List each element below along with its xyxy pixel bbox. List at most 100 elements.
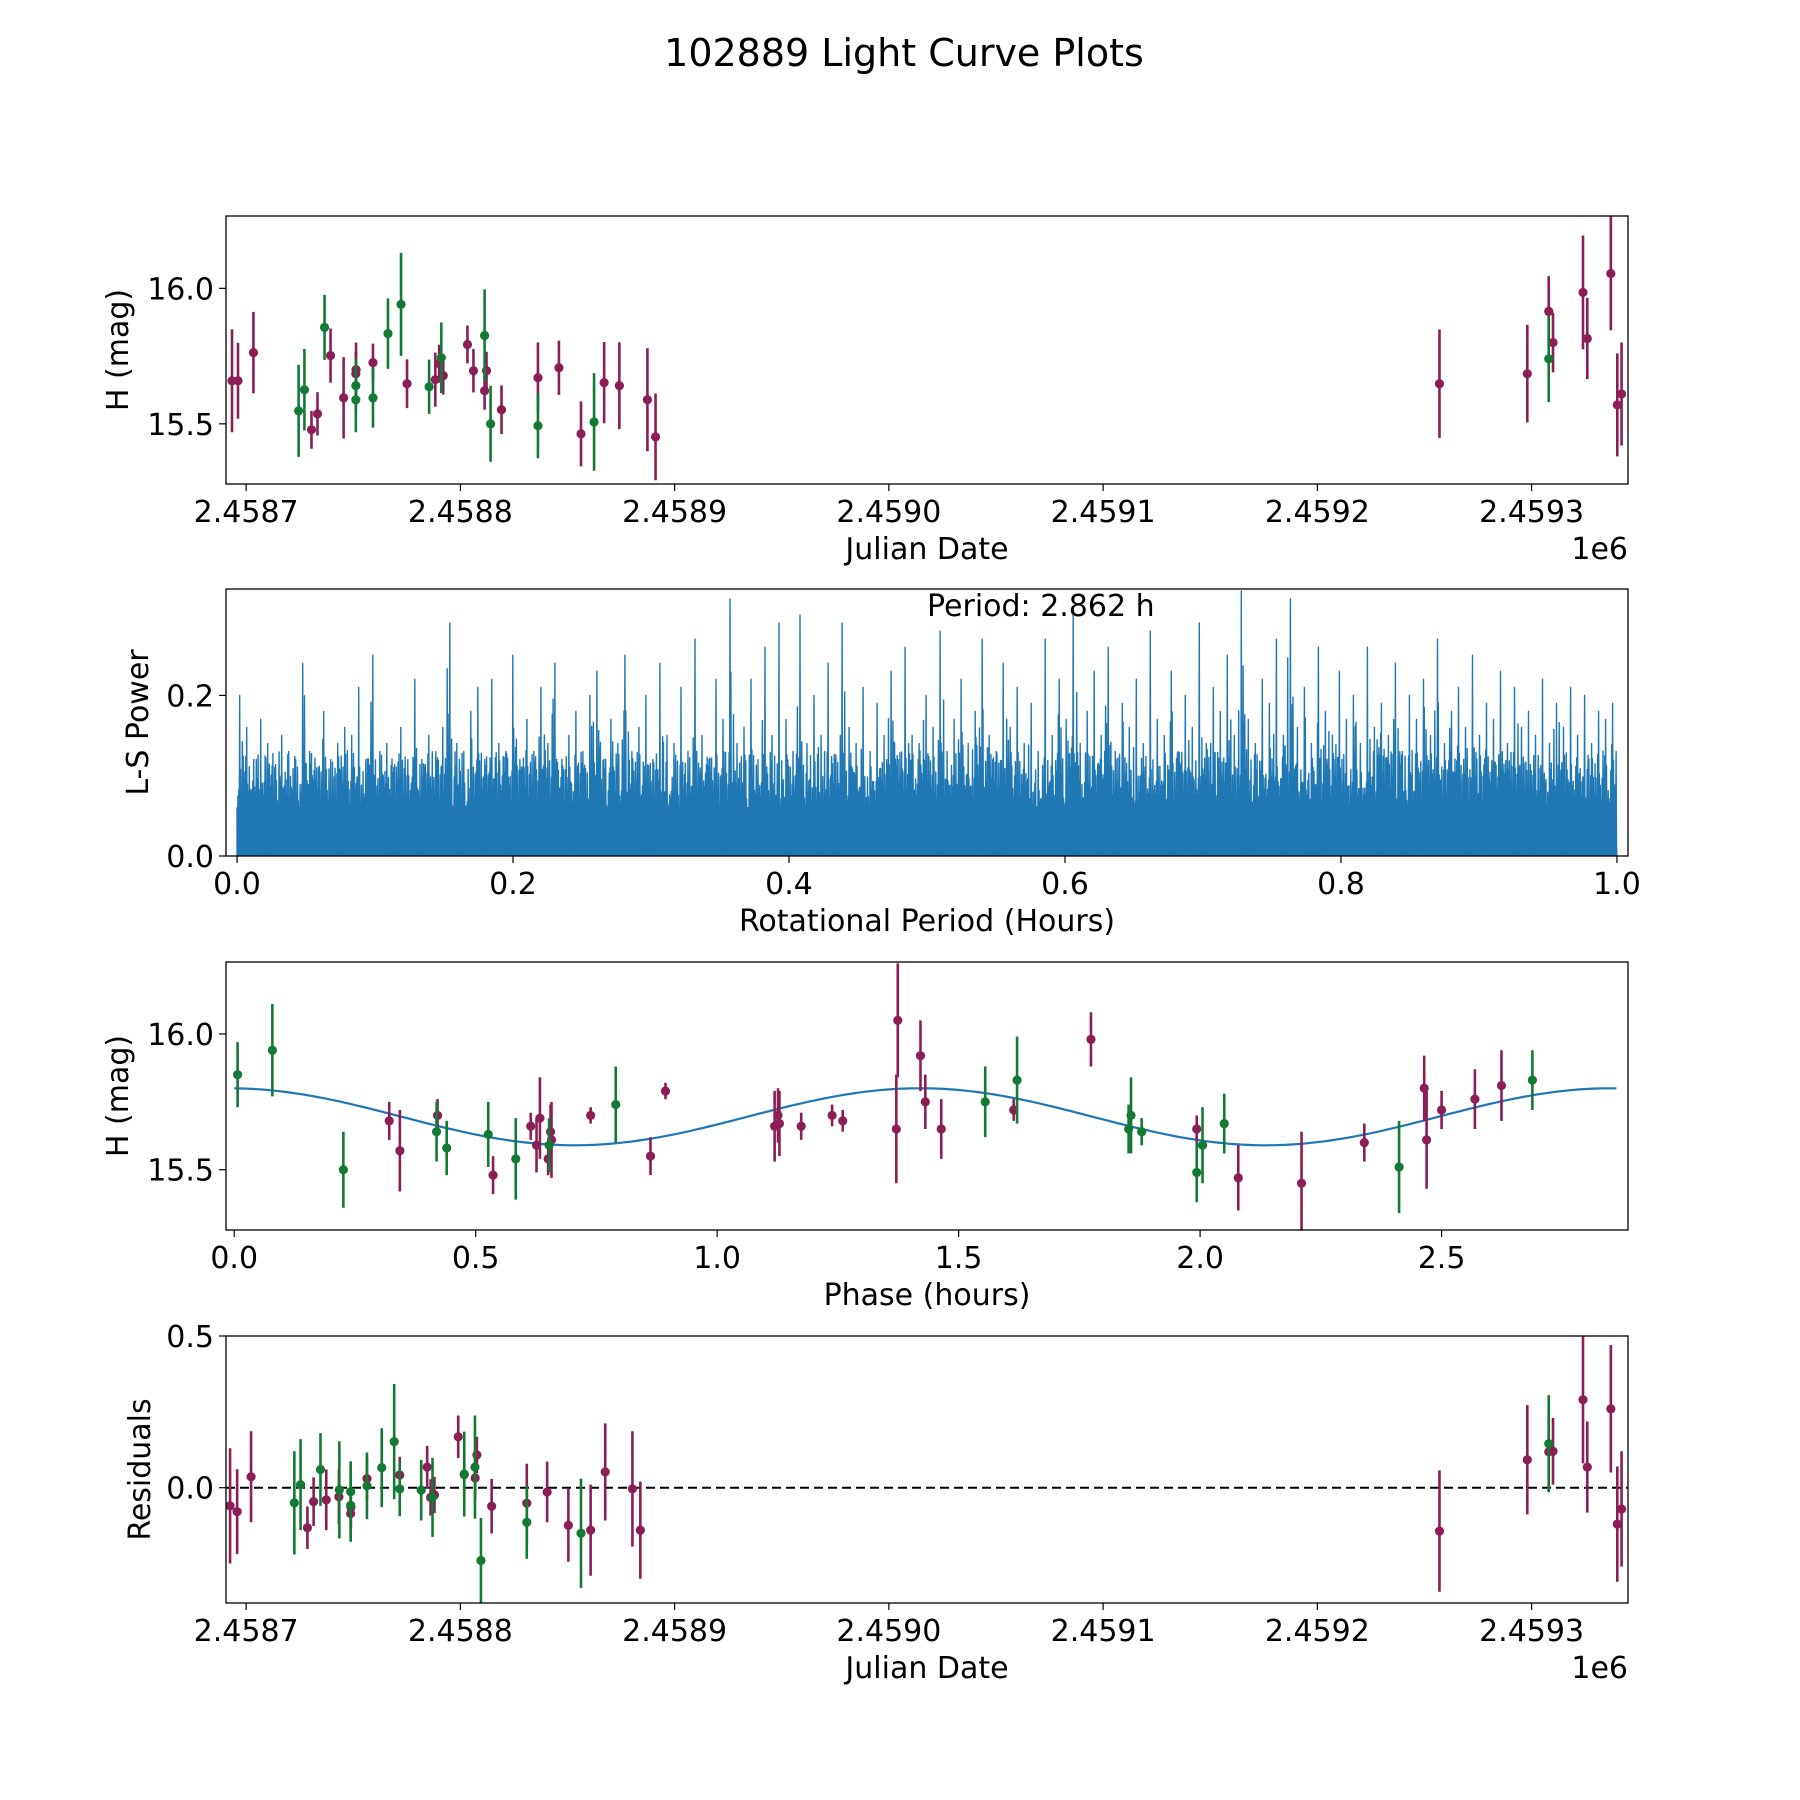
data-point — [1394, 1120, 1404, 1214]
data-point — [1086, 1012, 1096, 1067]
data-point — [544, 1118, 554, 1173]
data-point — [563, 1488, 573, 1562]
x-axis-label: Phase (hours) — [824, 1278, 1031, 1313]
marker — [1137, 1127, 1147, 1137]
marker — [773, 1110, 783, 1121]
marker — [980, 1097, 990, 1107]
data-point — [1192, 1115, 1202, 1143]
marker — [321, 1495, 331, 1505]
data-point — [511, 1118, 521, 1200]
data-point — [1197, 1107, 1208, 1184]
x-tick-label: 2.5 — [1418, 1241, 1466, 1276]
x-tick-label: 1.0 — [1593, 867, 1641, 902]
marker — [442, 1143, 452, 1153]
data-point — [309, 1477, 319, 1526]
series-filter-b — [232, 1004, 1537, 1214]
x-tick-label: 2.0 — [1176, 1241, 1224, 1276]
x-tick-label: 2.4589 — [622, 495, 727, 530]
marker — [1197, 1140, 1208, 1150]
x-tick-label: 2.4592 — [1265, 495, 1370, 530]
marker — [496, 405, 507, 415]
marker — [1419, 1083, 1429, 1093]
data-point — [526, 1112, 536, 1140]
data-point — [1422, 1090, 1432, 1189]
data-point — [232, 1469, 242, 1555]
plot-area — [227, 216, 1627, 481]
marker — [891, 1124, 901, 1134]
marker — [533, 373, 543, 383]
x-offset-label: 1e6 — [1571, 1651, 1628, 1686]
marker — [232, 1507, 242, 1517]
residuals-plot: 2.4587 2.4588 2.4589 2.4590 2.4591 2.4592 2.45… — [123, 1320, 1629, 1686]
data-point — [611, 1066, 621, 1143]
marker — [1470, 1094, 1480, 1104]
x-tick-label: 2.4590 — [836, 1614, 941, 1649]
data-point — [614, 342, 624, 429]
marker — [462, 339, 473, 350]
marker — [1086, 1034, 1096, 1044]
data-point — [1527, 1050, 1537, 1110]
x-tick-label: 2.4587 — [194, 495, 299, 530]
marker — [635, 1525, 645, 1535]
marker — [226, 1501, 235, 1511]
marker — [362, 1481, 372, 1491]
marker — [796, 1121, 806, 1131]
marker — [522, 1517, 532, 1527]
series-filter-b — [289, 1383, 1554, 1603]
data-point — [402, 359, 412, 409]
data-point — [1612, 1466, 1622, 1582]
data-point — [1612, 353, 1622, 457]
x-tick-label: 1.5 — [935, 1241, 983, 1276]
data-point — [1359, 1123, 1369, 1162]
marker — [1233, 1173, 1243, 1183]
marker — [511, 1154, 521, 1164]
data-point — [645, 1137, 656, 1176]
marker — [650, 432, 661, 442]
marker — [533, 421, 543, 431]
data-point — [338, 1131, 348, 1208]
data-point — [554, 340, 564, 395]
data-point — [476, 1518, 486, 1603]
data-point — [325, 328, 336, 383]
data-point — [226, 1448, 235, 1564]
marker — [1434, 379, 1445, 389]
axes-frame — [225, 1335, 1629, 1604]
marker — [485, 419, 496, 429]
marker — [642, 395, 653, 405]
data-point — [936, 1099, 946, 1159]
y-axis-label: L-S Power — [121, 649, 156, 796]
data-point — [1548, 312, 1558, 373]
marker — [1544, 354, 1554, 364]
x-tick-label: 0.0 — [213, 867, 261, 902]
data-point — [1544, 1395, 1554, 1493]
data-point — [436, 322, 446, 393]
axes-frame — [225, 961, 1629, 1231]
data-point — [599, 342, 609, 424]
data-point — [483, 1101, 493, 1168]
data-point — [1012, 1036, 1022, 1124]
marker — [1496, 1080, 1507, 1091]
data-point — [660, 1082, 671, 1100]
data-point — [233, 342, 243, 419]
data-point — [1582, 1421, 1592, 1513]
data-point — [334, 1441, 344, 1539]
data-point — [416, 1459, 426, 1521]
data-point — [1436, 1090, 1447, 1129]
marker — [1192, 1124, 1202, 1134]
data-point — [1606, 216, 1616, 331]
marker — [645, 1151, 656, 1161]
x-tick-label: 0.2 — [489, 867, 537, 902]
marker — [306, 425, 317, 435]
marker — [424, 382, 434, 392]
data-point — [796, 1112, 806, 1140]
marker — [599, 378, 609, 388]
data-point — [315, 1433, 326, 1506]
marker — [1192, 1167, 1202, 1178]
data-point — [346, 1468, 356, 1542]
data-point — [635, 1481, 645, 1579]
marker — [1548, 1446, 1558, 1456]
marker — [302, 1523, 313, 1533]
marker — [1359, 1137, 1369, 1148]
data-point — [589, 373, 599, 471]
x-offset-label: 1e6 — [1571, 532, 1628, 567]
